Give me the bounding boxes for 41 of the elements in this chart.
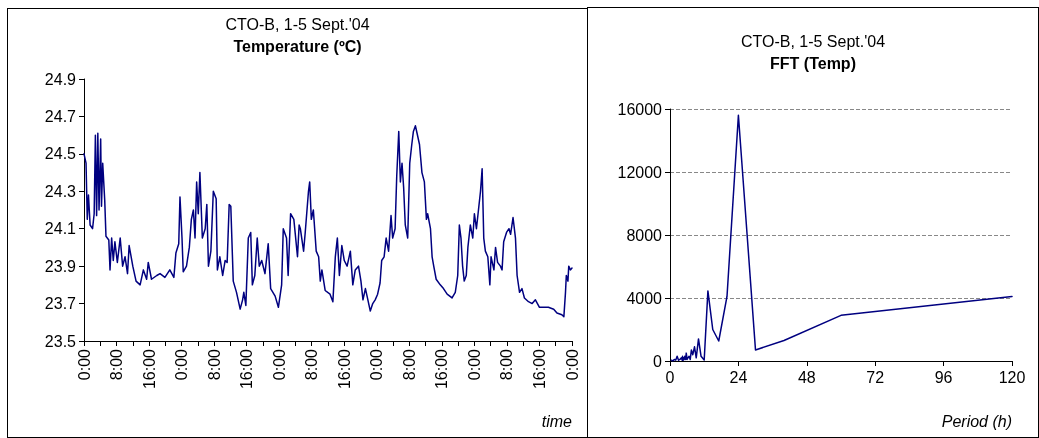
y-tick-label: 24.3 xyxy=(44,182,77,200)
x-tick-label: 16:00 xyxy=(335,348,353,390)
x-tick-label: 8:00 xyxy=(498,348,516,381)
x-tick-label: 8:00 xyxy=(303,348,321,381)
x-tick-label: 0:00 xyxy=(270,348,288,381)
y-tick-label: 23.7 xyxy=(44,295,77,313)
y-tick-label: 24.9 xyxy=(44,70,77,88)
x-tick-label: 16:00 xyxy=(140,348,158,390)
x-tick-label: 0 xyxy=(665,368,675,386)
chart-title: CTO-B, 1-5 Sept.'04 xyxy=(740,32,886,50)
x-tick-label: 120 xyxy=(998,368,1026,386)
x-axis-title: Period (h) xyxy=(941,412,1012,430)
y-tick-label: 24.1 xyxy=(44,220,77,238)
y-tick-label: 23.9 xyxy=(44,257,77,275)
x-tick-label: 8:00 xyxy=(108,348,126,381)
x-tick-label: 8:00 xyxy=(400,348,418,381)
x-tick-label: 0:00 xyxy=(563,348,581,381)
y-tick-label: 12000 xyxy=(617,163,663,181)
x-tick-label: 24 xyxy=(729,368,748,386)
x-tick-label: 96 xyxy=(934,368,953,386)
line-series xyxy=(83,125,573,318)
y-tick-label: 4000 xyxy=(626,289,663,307)
x-tick-label: 72 xyxy=(866,368,885,386)
y-tick-label: 23.5 xyxy=(44,332,77,350)
x-axis-title: time xyxy=(541,412,573,430)
x-tick-label: 8:00 xyxy=(205,348,223,381)
y-tick-label: 24.7 xyxy=(44,107,77,125)
x-tick-label: 0:00 xyxy=(173,348,191,381)
x-tick-label: 0:00 xyxy=(368,348,386,381)
x-tick-label: 0:00 xyxy=(465,348,483,381)
chart-title: CTO-B, 1-5 Sept.'04 xyxy=(225,15,370,33)
chart-subtitle: Temperature (ºC) xyxy=(233,37,362,55)
y-tick-label: 16000 xyxy=(617,100,663,118)
x-tick-label: 16:00 xyxy=(433,348,451,390)
x-tick-label: 48 xyxy=(797,368,816,386)
y-tick-label: 24.5 xyxy=(44,145,77,163)
x-tick-label: 16:00 xyxy=(238,348,256,390)
chart-subtitle: FFT (Temp) xyxy=(770,54,856,72)
x-tick-label: 16:00 xyxy=(530,348,548,390)
y-tick-label: 8000 xyxy=(626,226,663,244)
x-tick-label: 0:00 xyxy=(75,348,93,381)
